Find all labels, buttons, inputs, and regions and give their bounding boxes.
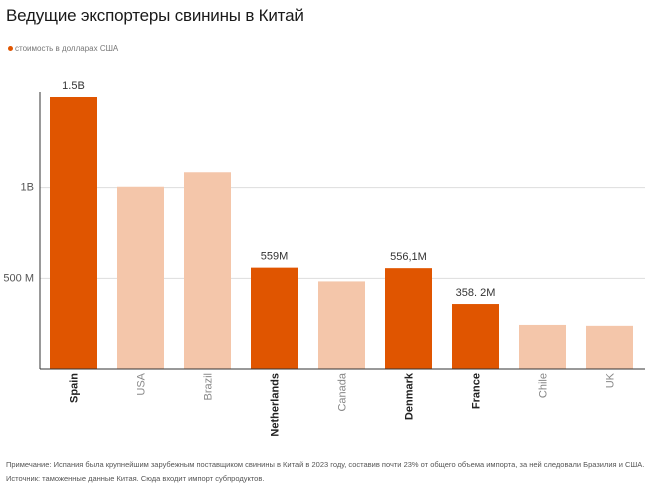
x-tick-label: UK (605, 372, 617, 388)
bar-usa (117, 186, 164, 369)
legend: стоимость в долларах США (8, 44, 118, 53)
bar-uk (586, 325, 633, 369)
y-tick-label: 500 M (3, 272, 34, 284)
chart-title: Ведущие экспортеры свинины в Китай (6, 6, 304, 25)
footnote: Примечание: Испания была крупнейшим зару… (6, 458, 645, 486)
data-label: 556,1M (390, 251, 427, 263)
bar-netherlands (251, 267, 298, 369)
x-tick-label: USA (136, 372, 148, 395)
x-tick-label: Denmark (404, 372, 416, 420)
x-tick-label: Canada (337, 372, 349, 411)
bar-chart: 500 M 1B 1.5B Spain USA Brazil 559M Netherlands… (3, 80, 645, 437)
footnote-source: Источник: таможенные данные Китая. Сюда … (6, 474, 265, 483)
bar-spain (50, 97, 97, 369)
bar-chile (519, 324, 566, 369)
data-label: 358. 2M (456, 287, 496, 299)
data-label: 1.5B (62, 80, 85, 92)
x-tick-label: Brazil (203, 373, 215, 401)
y-tick-label: 1B (21, 182, 34, 194)
x-tick-label: Chile (538, 373, 550, 398)
bar-denmark (385, 268, 432, 369)
footnote-note: Примечание: Испания была крупнейшим зару… (6, 460, 645, 469)
legend-label: стоимость в долларах США (15, 44, 119, 53)
x-tick-label: Spain (69, 373, 81, 403)
x-tick-label: France (471, 373, 483, 409)
x-tick-label: Netherlands (270, 373, 282, 437)
data-label: 559M (261, 251, 289, 263)
legend-swatch (8, 46, 13, 51)
bar-france (452, 304, 499, 369)
bar-canada (318, 281, 365, 369)
bar-brazil (184, 172, 231, 369)
